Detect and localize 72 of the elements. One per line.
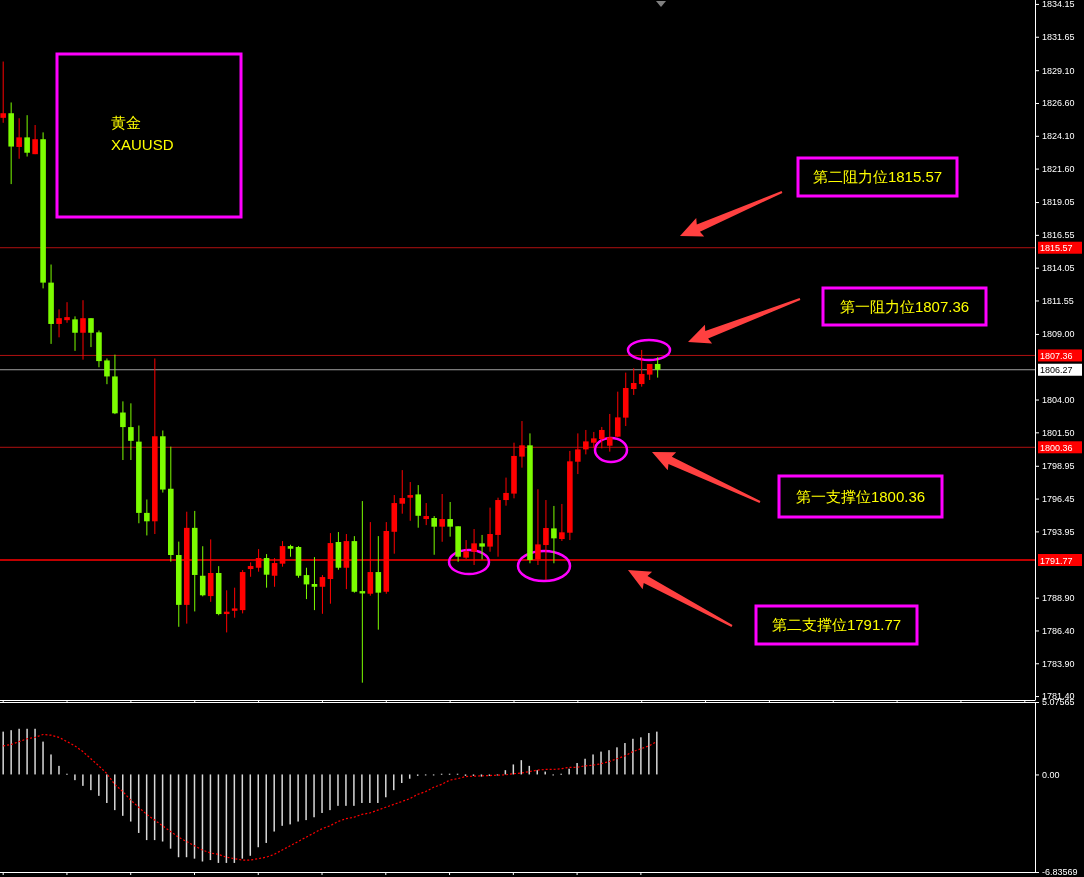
y-tick-label: 1829.10 — [1042, 65, 1075, 76]
y-tick-label: 1816.55 — [1042, 230, 1075, 241]
candlestick — [654, 356, 661, 379]
y-tick-label: 1826.60 — [1042, 98, 1075, 109]
y-tick-label: 1796.45 — [1042, 493, 1075, 504]
y-tick-label: 1786.40 — [1042, 625, 1075, 636]
line-series — [2, 733, 658, 861]
y-tick-label: 1804.00 — [1042, 394, 1075, 405]
y-tick-label: 1788.90 — [1042, 593, 1075, 604]
candlestick — [88, 317, 94, 348]
candlestick — [575, 432, 581, 475]
candlestick — [32, 124, 38, 155]
y-tick-label: 1834.15 — [1042, 0, 1075, 10]
candlestick — [319, 574, 326, 615]
y-tick-label: 1809.00 — [1042, 329, 1075, 340]
candlestick — [263, 553, 270, 589]
candlestick — [447, 501, 453, 538]
candlestick — [80, 299, 86, 361]
candlestick — [120, 400, 126, 461]
candlestick — [415, 484, 422, 529]
annotation: 第一阻力位1807.36 — [839, 297, 970, 315]
candlestick — [479, 534, 485, 560]
candlestick — [599, 426, 605, 449]
candlestick — [559, 503, 565, 542]
candlestick — [128, 402, 134, 461]
candlestick — [614, 391, 621, 438]
annotation: 第二支撑位1791.77 — [771, 616, 902, 633]
ref-line-label: 1807.36 — [1040, 350, 1073, 361]
candlestick — [487, 507, 493, 553]
ref-line-label: 1806.27 — [1040, 365, 1073, 376]
candlestick — [16, 117, 22, 160]
text: 黄金 — [111, 114, 141, 131]
y-tick-label: 1824.10 — [1042, 131, 1075, 142]
candlestick — [24, 114, 30, 158]
candlestick — [0, 61, 6, 124]
ref-line-label: 1815.57 — [1040, 243, 1073, 254]
ref-line-label: 1800.36 — [1040, 442, 1073, 453]
candlestick — [104, 357, 110, 385]
candlestick — [72, 315, 78, 352]
y-tick-label: 1814.05 — [1042, 263, 1075, 274]
y-tick-label: -6.83569 — [1042, 867, 1078, 877]
candlestick — [199, 545, 206, 597]
candlestick — [311, 556, 318, 611]
candlestick — [144, 499, 150, 536]
annotation: 第二阻力位1815.57 — [812, 168, 943, 185]
candlestick — [503, 477, 509, 507]
candlestick — [439, 493, 445, 543]
candlestick — [606, 413, 613, 453]
candlestick — [431, 515, 437, 556]
candlestick — [630, 367, 637, 396]
y-tick-label: 1793.95 — [1042, 526, 1075, 537]
candlestick — [551, 505, 557, 564]
y-tick-label: 1783.90 — [1042, 658, 1075, 669]
candlestick — [583, 429, 589, 455]
y-tick-label: 1821.60 — [1042, 163, 1075, 174]
y-tick-label: 0.00 — [1042, 769, 1060, 780]
annotation: 第一支撑位1800.36 — [795, 487, 926, 505]
candlestick — [64, 301, 70, 324]
text: XAUUSD — [111, 136, 174, 153]
candlestick — [407, 481, 414, 522]
y-tick-label: 1819.05 — [1042, 197, 1075, 208]
candlestick — [231, 587, 238, 619]
y-tick-label: 1831.65 — [1042, 32, 1075, 43]
candlestick — [375, 535, 382, 631]
candlestick — [56, 308, 62, 338]
candlestick — [423, 502, 429, 526]
y-tick-label: 1801.50 — [1042, 427, 1075, 438]
y-tick-label: 1811.55 — [1042, 295, 1074, 306]
y-tick-label: 1798.95 — [1042, 461, 1075, 472]
ref-line-label: 1791.77 — [1040, 555, 1073, 566]
candlestick — [519, 420, 525, 469]
candlestick — [399, 469, 406, 515]
